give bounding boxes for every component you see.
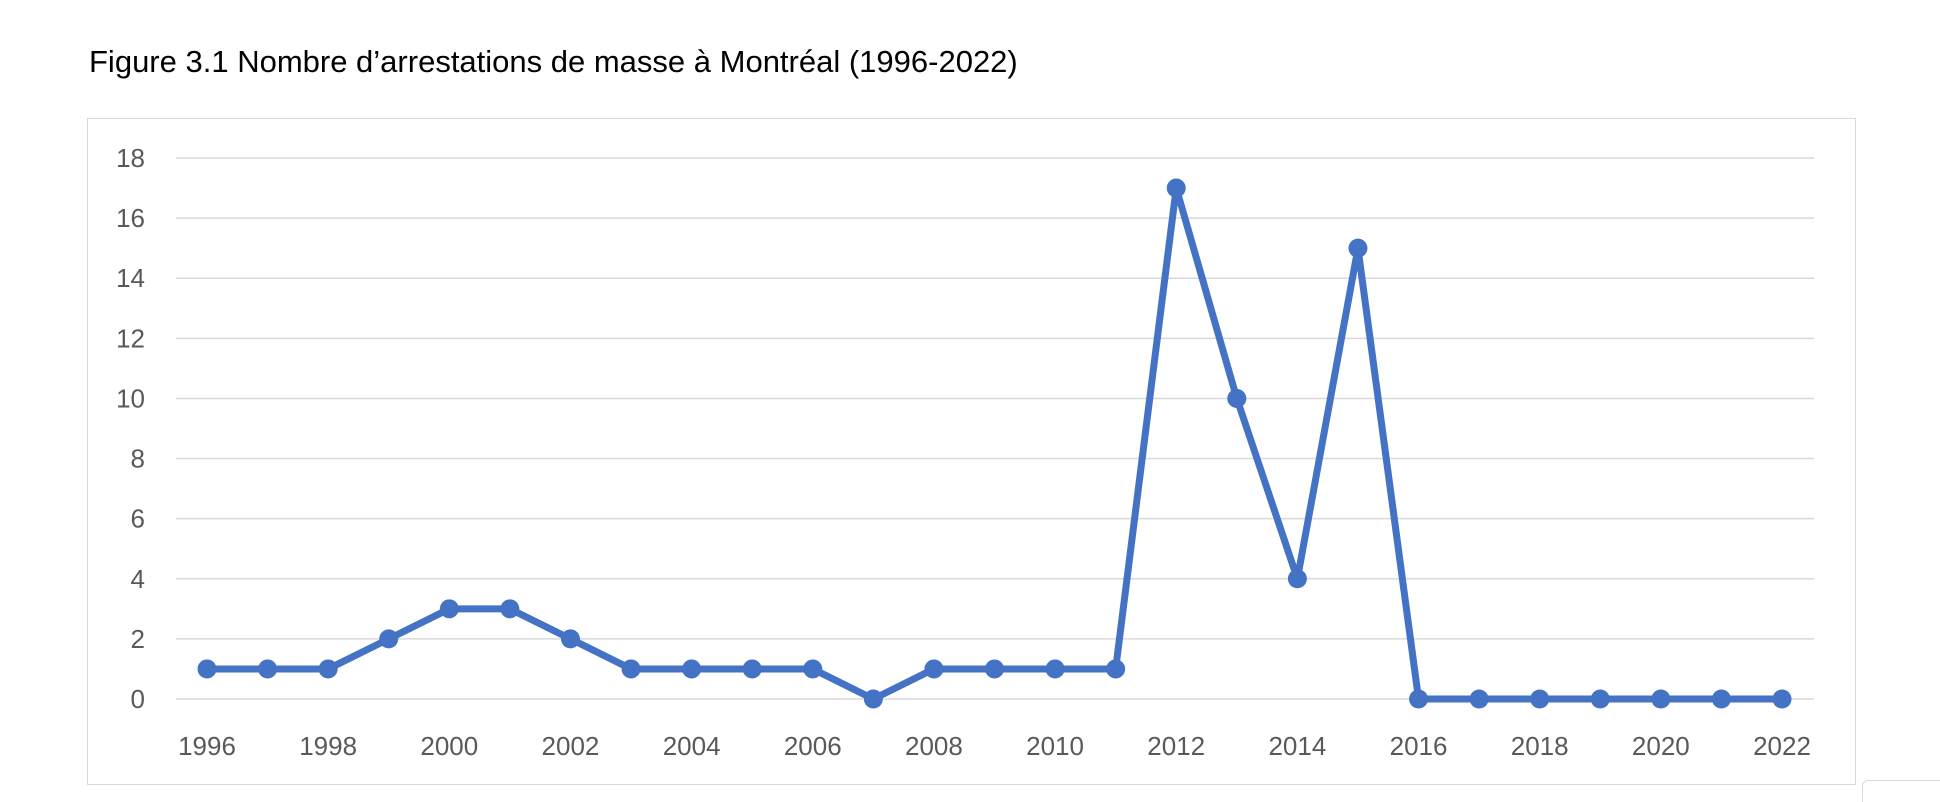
y-tick-label: 18 [116,143,145,173]
y-tick-label: 14 [116,263,145,293]
data-point-2013 [1227,388,1247,408]
data-point-2020 [1651,689,1671,709]
x-tick-label: 2002 [542,731,600,761]
data-point-2018 [1530,689,1550,709]
x-tick-label: 2006 [784,731,842,761]
data-point-2010 [1045,659,1065,679]
gridlines [176,157,1814,700]
x-tick-label: 1996 [178,731,236,761]
x-tick-label: 2012 [1147,731,1205,761]
data-point-2022 [1772,689,1792,709]
data-point-2017 [1469,689,1489,709]
data-point-2019 [1590,689,1610,709]
y-tick-label: 10 [116,383,145,413]
y-tick-label: 12 [116,323,145,353]
y-tick-label: 16 [116,203,145,233]
data-point-1996 [197,659,217,679]
data-point-2002 [560,629,580,649]
data-point-2009 [985,659,1004,679]
data-point-2021 [1711,689,1731,709]
x-tick-label: 2000 [420,731,478,761]
x-tick-label: 2022 [1753,731,1811,761]
data-point-2016 [1409,689,1429,709]
x-tick-label: 2004 [663,731,721,761]
data-point-1997 [258,659,278,679]
y-tick-label: 6 [131,504,145,534]
x-tick-label: 2010 [1026,731,1084,761]
data-point-2005 [742,659,762,679]
data-point-1998 [318,659,338,679]
y-tick-label: 4 [131,564,145,594]
x-tick-label: 1998 [299,731,357,761]
data-point-2003 [621,659,641,679]
data-point-2011 [1106,659,1126,679]
corner-widget[interactable] [1862,780,1940,802]
data-point-2004 [682,659,702,679]
x-axis-tick-labels: 1996 1998 2000 2002 2004 2006 2008 2010 2012 2014… [178,731,1811,761]
data-point-2001 [500,599,520,619]
figure-title: Figure 3.1 Nombre d’arrestations de mass… [89,44,1018,79]
series-line-group [203,184,1786,703]
x-tick-label: 2014 [1268,731,1326,761]
x-tick-label: 2016 [1390,731,1448,761]
data-points [197,178,1792,709]
data-point-2006 [803,659,823,679]
y-axis-tick-labels: 0 2 4 6 8 10 12 14 16 18 [116,143,145,714]
series-line [203,184,1786,703]
data-point-2008 [924,659,944,679]
x-tick-label: 2018 [1511,731,1569,761]
x-tick-label: 2008 [905,731,963,761]
y-tick-label: 8 [131,444,145,474]
x-tick-label: 2020 [1632,731,1690,761]
data-point-1999 [379,629,399,649]
data-point-2014 [1287,569,1307,589]
y-tick-label: 2 [131,624,145,654]
chart-area [87,118,1856,785]
data-point-2015 [1348,238,1368,258]
y-tick-label: 0 [131,684,145,714]
data-point-2012 [1166,178,1186,198]
data-point-2007 [863,689,883,709]
data-point-2000 [439,599,459,619]
